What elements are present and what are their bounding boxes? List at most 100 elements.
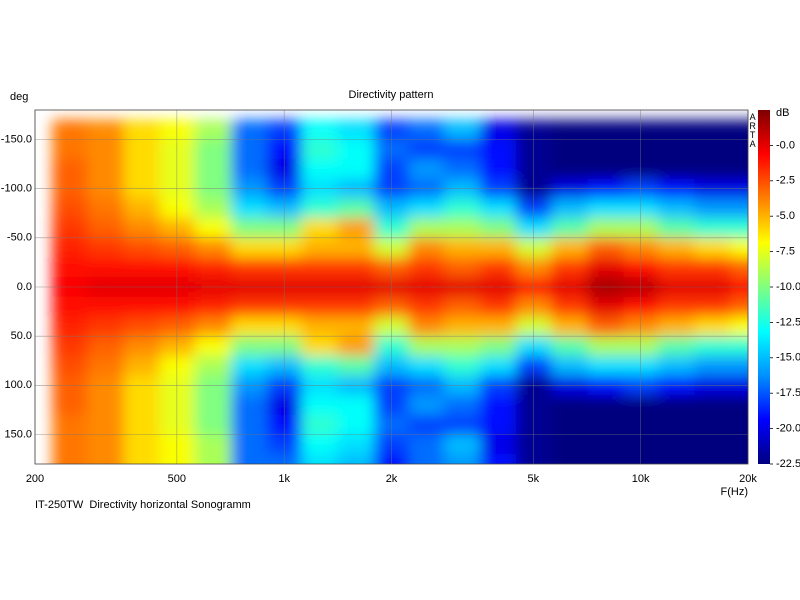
heatmap-cell <box>159 198 196 219</box>
heatmap-cell <box>408 218 445 239</box>
heatmap-cell <box>587 139 624 160</box>
heatmap-cell <box>194 296 232 317</box>
heatmap-cell <box>443 414 481 435</box>
heatmap-cell <box>87 139 125 160</box>
x-tick-label: 5k <box>528 473 540 485</box>
heatmap-cell <box>301 434 339 455</box>
heatmap-cell <box>694 414 732 435</box>
heatmap-cell <box>231 139 268 160</box>
colorbar-label: dB <box>776 107 789 119</box>
heatmap-cell <box>123 296 161 317</box>
heatmap-cell <box>123 355 161 376</box>
heatmap-cell <box>301 355 339 376</box>
heatmap-cell <box>516 434 552 455</box>
colorbar <box>758 110 770 464</box>
heatmap-cell <box>551 355 589 376</box>
heatmap-cell <box>730 434 748 455</box>
heatmap-cell <box>87 296 125 317</box>
heatmap-cell <box>730 198 748 219</box>
heatmap-cell <box>730 237 748 258</box>
heatmap-cell <box>159 454 196 464</box>
heatmap-cell <box>337 316 375 337</box>
heatmap-cell <box>159 395 196 416</box>
heatmap-cell <box>159 316 196 337</box>
heatmap-cell <box>694 257 732 278</box>
heatmap-cell <box>159 237 196 258</box>
heatmap-cell <box>443 355 481 376</box>
heatmap-cell <box>194 316 232 337</box>
heatmap-cell <box>87 119 125 140</box>
heatmap-cell <box>516 257 552 278</box>
heatmap-cell <box>337 355 375 376</box>
heatmap-cell <box>231 198 268 219</box>
heatmap-cell <box>657 119 695 140</box>
heatmap-cell <box>231 119 268 140</box>
heatmap-cell <box>694 159 732 180</box>
colorbar-tick-label: -12.5 <box>776 316 800 328</box>
heatmap-cell <box>516 139 552 160</box>
heatmap-cell <box>123 316 161 337</box>
heatmap-cell <box>443 434 481 455</box>
heatmap-cell <box>231 257 268 278</box>
heatmap-cell <box>52 434 88 455</box>
heatmap-cell <box>159 139 196 160</box>
heatmap-cell <box>194 198 232 219</box>
heatmap-cell <box>231 395 268 416</box>
heatmap-cell <box>231 316 268 337</box>
heatmap-cell <box>52 198 88 219</box>
heatmap-cell <box>694 434 732 455</box>
heatmap-cell <box>694 296 732 317</box>
y-tick-label: -100.0 <box>1 183 32 195</box>
heatmap-cell <box>87 434 125 455</box>
heatmap-cell <box>123 336 161 357</box>
x-tick-label: 500 <box>168 473 186 485</box>
x-tick-label: 10k <box>632 473 650 485</box>
heatmap-cell <box>52 454 88 464</box>
heatmap-cell <box>657 296 695 317</box>
heatmap-cell <box>587 237 624 258</box>
colorbar-tick-label: -20.0 <box>776 423 800 435</box>
heatmap-cell <box>587 257 624 278</box>
heatmap-cell <box>301 198 339 219</box>
heatmap-cell <box>443 395 481 416</box>
heatmap-cell <box>587 218 624 239</box>
heatmap-cell <box>587 119 624 140</box>
heatmap-cell <box>301 218 339 239</box>
heatmap-cell <box>730 355 748 376</box>
heatmap-cell <box>657 336 695 357</box>
heatmap-cell <box>516 296 552 317</box>
heatmap-cell <box>87 316 125 337</box>
heatmap-cell <box>337 139 375 160</box>
heatmap-cell <box>516 454 552 464</box>
heatmap-cell <box>480 355 517 376</box>
heatmap-cell <box>730 218 748 239</box>
x-tick-label: 200 <box>26 473 44 485</box>
heatmap-cell <box>87 414 125 435</box>
heatmap-cell <box>694 237 732 258</box>
heatmap-cell <box>408 257 445 278</box>
heatmap-cell <box>730 139 748 160</box>
heatmap-cell <box>730 296 748 317</box>
heatmap-cell <box>301 237 339 258</box>
heatmap-cell <box>480 296 517 317</box>
colorbar-tick-label: -22.5 <box>776 458 800 470</box>
heatmap-cell <box>694 316 732 337</box>
heatmap-cell <box>551 237 589 258</box>
heatmap-cell <box>516 336 552 357</box>
heatmap-cell <box>52 336 88 357</box>
heatmap-cell <box>480 454 517 464</box>
heatmap-cell <box>694 198 732 219</box>
heatmap-cell <box>551 454 589 464</box>
heatmap-cell <box>516 316 552 337</box>
y-tick-label: 0.0 <box>17 281 32 293</box>
heatmap-cell <box>408 316 445 337</box>
heatmap-cell <box>52 296 88 317</box>
heatmap-cell <box>480 316 517 337</box>
heatmap-cell <box>123 414 161 435</box>
heatmap-cell <box>337 198 375 219</box>
plot-frame <box>34 109 749 465</box>
y-tick-label: 50.0 <box>11 330 32 342</box>
heatmap-cell <box>159 414 196 435</box>
heatmap-cell <box>480 414 517 435</box>
heatmap-cell <box>408 119 445 140</box>
